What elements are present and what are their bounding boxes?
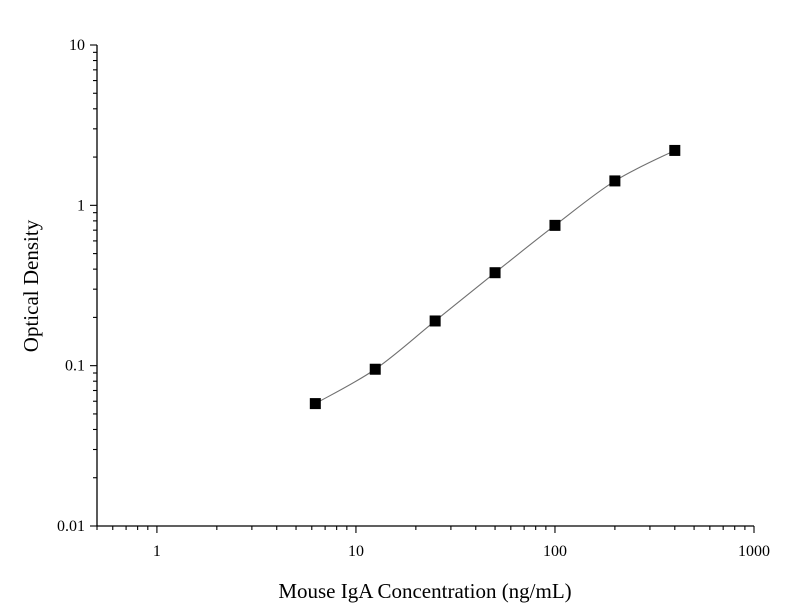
y-axis-title: Optical Density <box>19 219 43 352</box>
data-series <box>309 144 681 410</box>
x-tick-label: 1000 <box>738 543 770 560</box>
data-point-marker <box>609 175 621 187</box>
data-point-marker <box>669 144 681 156</box>
y-axis-ticks: 0.01 0.1 1 10 <box>57 37 97 535</box>
x-axis-ticks: 1 10 100 1000 <box>96 526 770 560</box>
data-point-marker <box>309 398 321 410</box>
axes <box>96 45 754 527</box>
data-point-marker <box>429 315 441 327</box>
x-tick-label: 1 <box>153 543 161 560</box>
x-tick-label: 100 <box>543 543 567 560</box>
y-tick-label: 1 <box>77 197 85 214</box>
data-point-marker <box>489 267 501 279</box>
y-tick-label: 0.01 <box>57 518 85 535</box>
data-point-marker <box>369 363 381 375</box>
data-point-marker <box>549 219 561 231</box>
y-tick-label: 0.1 <box>65 358 85 375</box>
y-tick-label: 10 <box>69 37 85 54</box>
x-axis-title: Mouse IgA Concentration (ng/mL) <box>278 579 571 603</box>
x-tick-label: 10 <box>348 543 364 560</box>
